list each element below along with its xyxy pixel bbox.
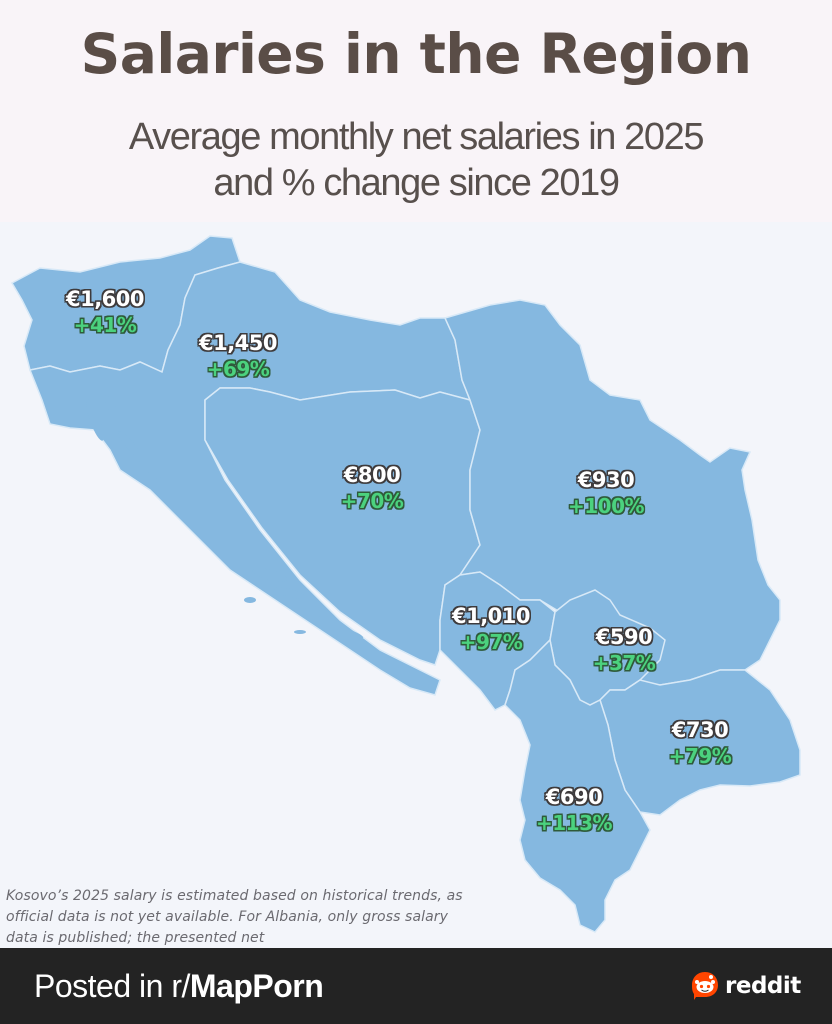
subtitle-line-1: Average monthly net salaries in 2025 — [128, 116, 705, 158]
salary-value: €800 — [343, 463, 401, 487]
label-albania: €690 +113% — [535, 784, 613, 836]
adriatic-islands — [86, 395, 364, 639]
posted-in-text[interactable]: Posted in r/MapPorn — [34, 968, 324, 1005]
label-montenegro: €1,010 +97% — [451, 603, 531, 655]
region-serbia — [443, 299, 781, 691]
salary-value: €730 — [671, 718, 729, 742]
map-area: €1,600 +41% €1,450 +69% €800 +70% €930 +… — [0, 222, 832, 948]
change-value: +37% — [592, 651, 656, 675]
posted-prefix: Posted in r/ — [34, 968, 190, 1004]
reddit-snoo-icon — [692, 972, 718, 1000]
salary-value: €1,010 — [451, 604, 531, 628]
reddit-wordmark: reddit — [725, 973, 801, 999]
salary-value: €1,450 — [198, 331, 278, 355]
change-value: +100% — [567, 494, 645, 518]
change-value: +97% — [459, 630, 523, 654]
region-albania — [504, 638, 651, 933]
footnote: Kosovo’s 2025 salary is estimated based … — [6, 888, 463, 946]
salary-value: €690 — [545, 785, 603, 809]
change-value: +69% — [206, 357, 270, 381]
salary-value: €590 — [595, 625, 653, 649]
change-value: +70% — [340, 489, 404, 513]
change-value: +79% — [668, 744, 732, 768]
label-bosnia: €800 +70% — [341, 462, 404, 514]
balkans-map — [10, 235, 801, 933]
change-value: +41% — [73, 313, 137, 337]
reddit-logo[interactable]: reddit — [690, 970, 801, 1002]
reddit-footer-bar: Posted in r/MapPorn reddit — [0, 948, 832, 1024]
label-serbia: €930 +100% — [567, 467, 645, 519]
label-croatia: €1,450 +69% — [198, 330, 278, 382]
change-value: +113% — [535, 811, 613, 835]
subreddit-name: MapPorn — [189, 968, 324, 1004]
page-title: Salaries in the Region — [80, 22, 752, 86]
page-subtitle: Average monthly net salaries in 2025 and… — [0, 114, 832, 206]
subtitle-line-2: and % change since 2019 — [213, 162, 620, 204]
label-kosovo: €590 +37% — [593, 624, 656, 676]
salary-value: €1,600 — [65, 287, 145, 311]
label-slovenia: €1,600 +41% — [65, 286, 145, 338]
header: Salaries in the Region Average monthly n… — [0, 0, 832, 222]
label-north-macedonia: €730 +79% — [669, 717, 732, 769]
salary-value: €930 — [577, 468, 635, 492]
